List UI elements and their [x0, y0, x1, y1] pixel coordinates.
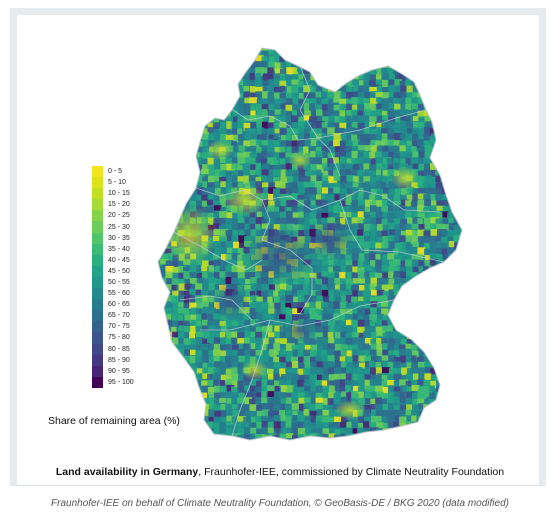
legend-label: 65 - 70: [108, 312, 130, 320]
legend-label: 20 - 25: [108, 212, 130, 220]
legend-item: 75 - 80: [92, 332, 134, 344]
legend-label: 10 - 15: [108, 190, 130, 198]
legend-label: 40 - 45: [108, 256, 130, 264]
legend-item: 60 - 65: [92, 299, 134, 311]
legend-swatch: [92, 376, 103, 388]
legend-swatch: [92, 210, 103, 222]
legend-label: 5 - 10: [108, 179, 126, 187]
legend-swatch: [92, 299, 103, 311]
legend-label: 35 - 40: [108, 245, 130, 253]
legend-swatch: [92, 288, 103, 300]
legend-swatch: [92, 177, 103, 189]
legend-item: 70 - 75: [92, 321, 134, 333]
legend-label: 85 - 90: [108, 356, 130, 364]
legend-title: Share of remaining area (%): [48, 415, 180, 427]
legend-item: 80 - 85: [92, 343, 134, 355]
legend-item: 25 - 30: [92, 221, 134, 233]
legend-swatch: [92, 321, 103, 333]
caption-credit: , Fraunhofer-IEE, commissioned by Climat…: [198, 466, 505, 478]
legend-item: 95 - 100: [92, 376, 134, 388]
legend-item: 65 - 70: [92, 310, 134, 322]
legend-label: 75 - 80: [108, 334, 130, 342]
legend-swatch: [92, 232, 103, 244]
legend-label: 95 - 100: [108, 378, 134, 386]
legend-label: 70 - 75: [108, 323, 130, 331]
legend-item: 90 - 95: [92, 365, 134, 377]
legend-item: 45 - 50: [92, 265, 134, 277]
legend-swatch: [92, 343, 103, 355]
state-borders: [173, 65, 445, 437]
legend-item: 0 - 5: [92, 166, 134, 178]
figure-caption: Land availability in Germany, Fraunhofer…: [0, 466, 560, 478]
legend-label: 50 - 55: [108, 278, 130, 286]
legend-swatch: [92, 332, 103, 344]
legend-label: 55 - 60: [108, 290, 130, 298]
legend-swatch: [92, 254, 103, 266]
legend-label: 30 - 35: [108, 234, 130, 242]
legend-label: 45 - 50: [108, 267, 130, 275]
legend-label: 0 - 5: [108, 168, 123, 176]
legend-item: 5 - 10: [92, 177, 134, 189]
legend-swatch: [92, 221, 103, 233]
legend-swatch: [92, 243, 103, 255]
legend-item: 10 - 15: [92, 188, 134, 200]
regional-highlights: [162, 140, 419, 420]
legend-item: 85 - 90: [92, 354, 134, 366]
legend-item: 20 - 25: [92, 210, 134, 222]
legend-item: 30 - 35: [92, 232, 134, 244]
legend-item: 40 - 45: [92, 254, 134, 266]
legend-item: 15 - 20: [92, 199, 134, 211]
legend-label: 80 - 85: [108, 345, 130, 353]
map-legend: 0 - 5 5 - 10 10 - 15 15 - 20 20 - 25 25 - 30 3…: [92, 166, 134, 388]
legend-swatch: [92, 199, 103, 211]
legend-label: 25 - 30: [108, 223, 130, 231]
source-note: Fraunhofer-IEE on behalf of Climate Neut…: [51, 498, 509, 509]
legend-item: 55 - 60: [92, 288, 134, 300]
legend-label: 60 - 65: [108, 301, 130, 309]
legend-swatch: [92, 354, 103, 366]
legend-swatch: [92, 276, 103, 289]
legend-swatch: [92, 365, 103, 377]
caption-title: Land availability in Germany: [55, 466, 199, 478]
legend-swatch: [92, 310, 103, 322]
legend-swatch: [92, 188, 103, 200]
legend-label: 90 - 95: [108, 367, 130, 375]
legend-label: 15 - 20: [108, 201, 130, 209]
legend-item: 50 - 55: [92, 276, 134, 289]
legend-swatch: [92, 265, 103, 277]
legend-item: 35 - 40: [92, 243, 134, 255]
legend-swatch: [92, 166, 103, 178]
